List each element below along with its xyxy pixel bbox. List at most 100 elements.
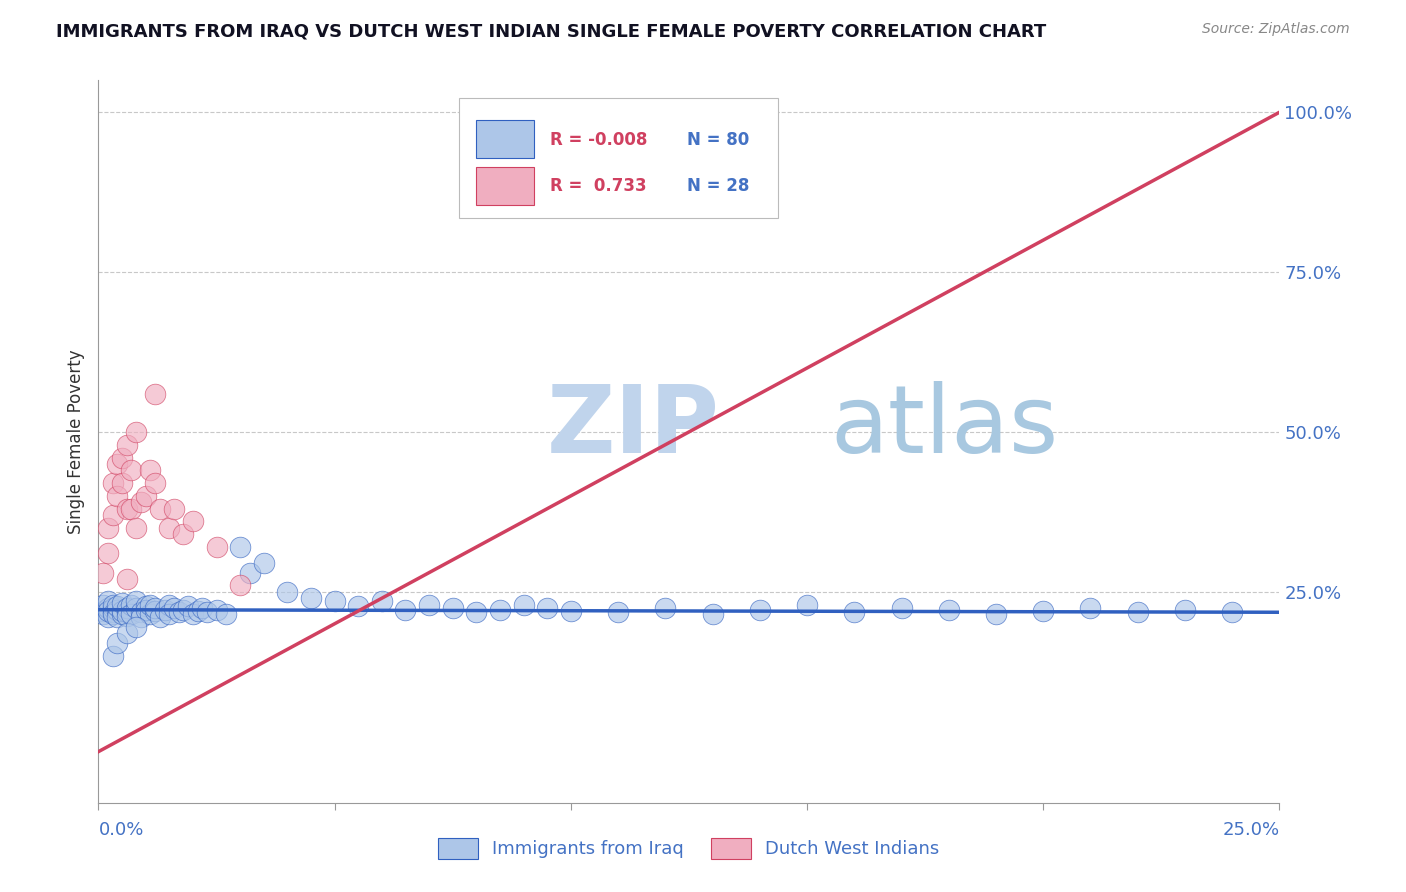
Point xyxy=(115,438,138,452)
Point xyxy=(125,521,148,535)
Point xyxy=(139,607,162,622)
Point xyxy=(105,603,128,617)
Point xyxy=(125,425,148,439)
Point xyxy=(97,610,120,624)
Point xyxy=(111,607,134,621)
Point xyxy=(157,598,180,612)
Point xyxy=(97,521,120,535)
FancyBboxPatch shape xyxy=(458,98,778,218)
Text: R =  0.733: R = 0.733 xyxy=(550,178,647,195)
Point xyxy=(111,450,134,465)
FancyBboxPatch shape xyxy=(477,167,534,204)
Point xyxy=(97,600,120,615)
Point xyxy=(101,598,124,612)
Point xyxy=(441,600,464,615)
Point xyxy=(101,607,124,622)
Point xyxy=(139,463,162,477)
Point xyxy=(115,609,138,624)
Point xyxy=(97,594,120,608)
Point xyxy=(299,591,322,606)
Legend: Immigrants from Iraq, Dutch West Indians: Immigrants from Iraq, Dutch West Indians xyxy=(432,830,946,866)
Point xyxy=(105,489,128,503)
Point xyxy=(512,598,534,612)
Text: ZIP: ZIP xyxy=(547,381,720,473)
Point xyxy=(101,648,124,663)
Text: R = -0.008: R = -0.008 xyxy=(550,130,647,149)
Point xyxy=(239,566,262,580)
Point xyxy=(143,386,166,401)
Point xyxy=(163,600,186,615)
Point xyxy=(143,600,166,615)
Point xyxy=(229,578,252,592)
Point xyxy=(167,605,190,619)
Point xyxy=(191,600,214,615)
Point xyxy=(121,598,143,612)
Point xyxy=(489,603,512,617)
Point xyxy=(157,607,180,622)
Point xyxy=(205,603,228,617)
Text: IMMIGRANTS FROM IRAQ VS DUTCH WEST INDIAN SINGLE FEMALE POVERTY CORRELATION CHAR: IMMIGRANTS FROM IRAQ VS DUTCH WEST INDIA… xyxy=(56,22,1046,40)
Point xyxy=(748,603,770,617)
Point xyxy=(101,476,124,491)
Point xyxy=(121,607,143,622)
Point xyxy=(187,604,209,618)
Point xyxy=(135,489,157,503)
Point xyxy=(121,463,143,477)
FancyBboxPatch shape xyxy=(477,120,534,158)
Point xyxy=(111,596,134,610)
Point xyxy=(125,600,148,615)
Point xyxy=(347,599,370,613)
Point xyxy=(890,600,912,615)
Point xyxy=(253,556,276,570)
Point xyxy=(654,600,676,615)
Point xyxy=(125,594,148,608)
Point xyxy=(97,546,120,560)
Point xyxy=(149,501,172,516)
Point xyxy=(105,457,128,471)
Point xyxy=(115,626,138,640)
Point xyxy=(215,607,238,622)
Point xyxy=(796,598,818,612)
Point xyxy=(205,540,228,554)
Point xyxy=(1126,605,1149,619)
Point xyxy=(371,594,394,608)
Point xyxy=(101,508,124,522)
Point xyxy=(607,605,630,619)
Point xyxy=(465,605,488,619)
Point xyxy=(115,501,138,516)
Point xyxy=(91,598,114,612)
Text: Source: ZipAtlas.com: Source: ZipAtlas.com xyxy=(1202,22,1350,37)
Point xyxy=(129,605,152,619)
Point xyxy=(181,515,204,529)
Point xyxy=(105,599,128,613)
Point xyxy=(101,605,124,619)
Point xyxy=(323,594,346,608)
Point xyxy=(129,610,152,624)
Text: N = 28: N = 28 xyxy=(686,178,749,195)
Point xyxy=(125,620,148,634)
Point xyxy=(91,566,114,580)
Point xyxy=(105,636,128,650)
Point xyxy=(984,607,1007,622)
Point xyxy=(560,604,582,618)
Point xyxy=(536,600,558,615)
Point xyxy=(111,604,134,618)
Point xyxy=(157,521,180,535)
Point xyxy=(105,610,128,624)
Point xyxy=(938,603,960,617)
Point xyxy=(91,607,114,622)
Point xyxy=(172,603,194,617)
Point xyxy=(129,495,152,509)
Point xyxy=(115,600,138,615)
Point xyxy=(139,598,162,612)
Point xyxy=(1220,605,1243,619)
Point xyxy=(1032,604,1054,618)
Point xyxy=(101,600,124,615)
Point xyxy=(153,603,176,617)
Point xyxy=(172,527,194,541)
Point xyxy=(418,598,440,612)
Y-axis label: Single Female Poverty: Single Female Poverty xyxy=(66,350,84,533)
Point xyxy=(121,501,143,516)
Point xyxy=(276,584,298,599)
Point xyxy=(111,476,134,491)
